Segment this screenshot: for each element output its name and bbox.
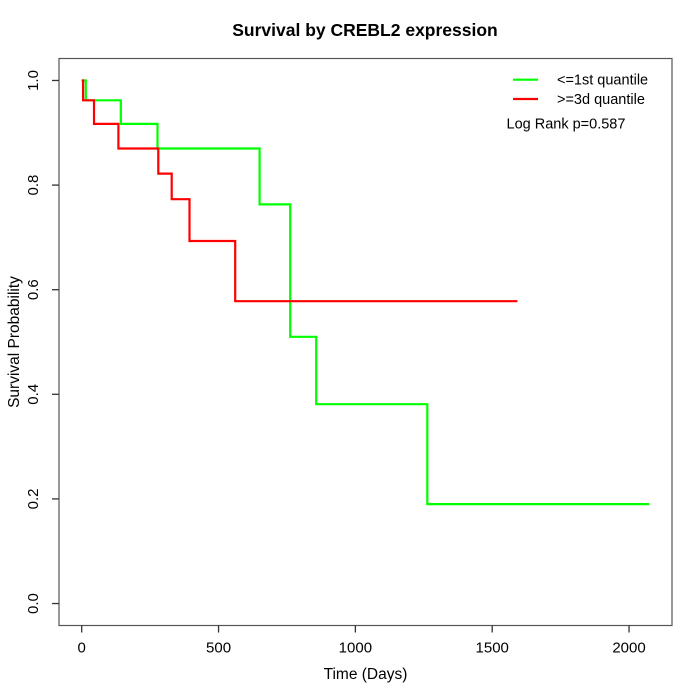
y-axis: 0.0 0.2 0.4 0.6 0.8 1.0 bbox=[25, 70, 59, 614]
y-axis-title: Survival Probability bbox=[6, 276, 23, 408]
legend-label-third-quantile: >=3d quantile bbox=[557, 92, 645, 108]
y-tick-label: 0.0 bbox=[25, 593, 42, 614]
km-curve-third-quantile bbox=[81, 79, 518, 303]
log-rank-annotation: Log Rank p=0.587 bbox=[507, 117, 626, 133]
x-tick-label: 1500 bbox=[476, 640, 509, 657]
x-axis-title: Time (Days) bbox=[324, 666, 408, 683]
plot-area-box bbox=[58, 57, 673, 627]
y-tick-label: 0.8 bbox=[25, 175, 42, 196]
chart-title: Survival by CREBL2 expression bbox=[232, 20, 498, 40]
y-tick-label: 0.2 bbox=[25, 488, 42, 509]
y-tick-label: 0.4 bbox=[25, 384, 42, 405]
km-curve-first-quantile bbox=[81, 79, 650, 506]
legend: <=1st quantile >=3d quantile Log Rank p=… bbox=[507, 73, 649, 133]
x-tick-label: 2000 bbox=[612, 640, 645, 657]
y-tick-label: 1.0 bbox=[25, 70, 42, 91]
x-axis: 0 500 1000 1500 2000 bbox=[78, 625, 646, 657]
y-tick-label: 0.6 bbox=[25, 279, 42, 300]
x-tick-label: 0 bbox=[78, 640, 86, 657]
x-tick-label: 1000 bbox=[339, 640, 372, 657]
legend-label-first-quantile: <=1st quantile bbox=[557, 73, 648, 89]
x-tick-label: 500 bbox=[206, 640, 231, 657]
